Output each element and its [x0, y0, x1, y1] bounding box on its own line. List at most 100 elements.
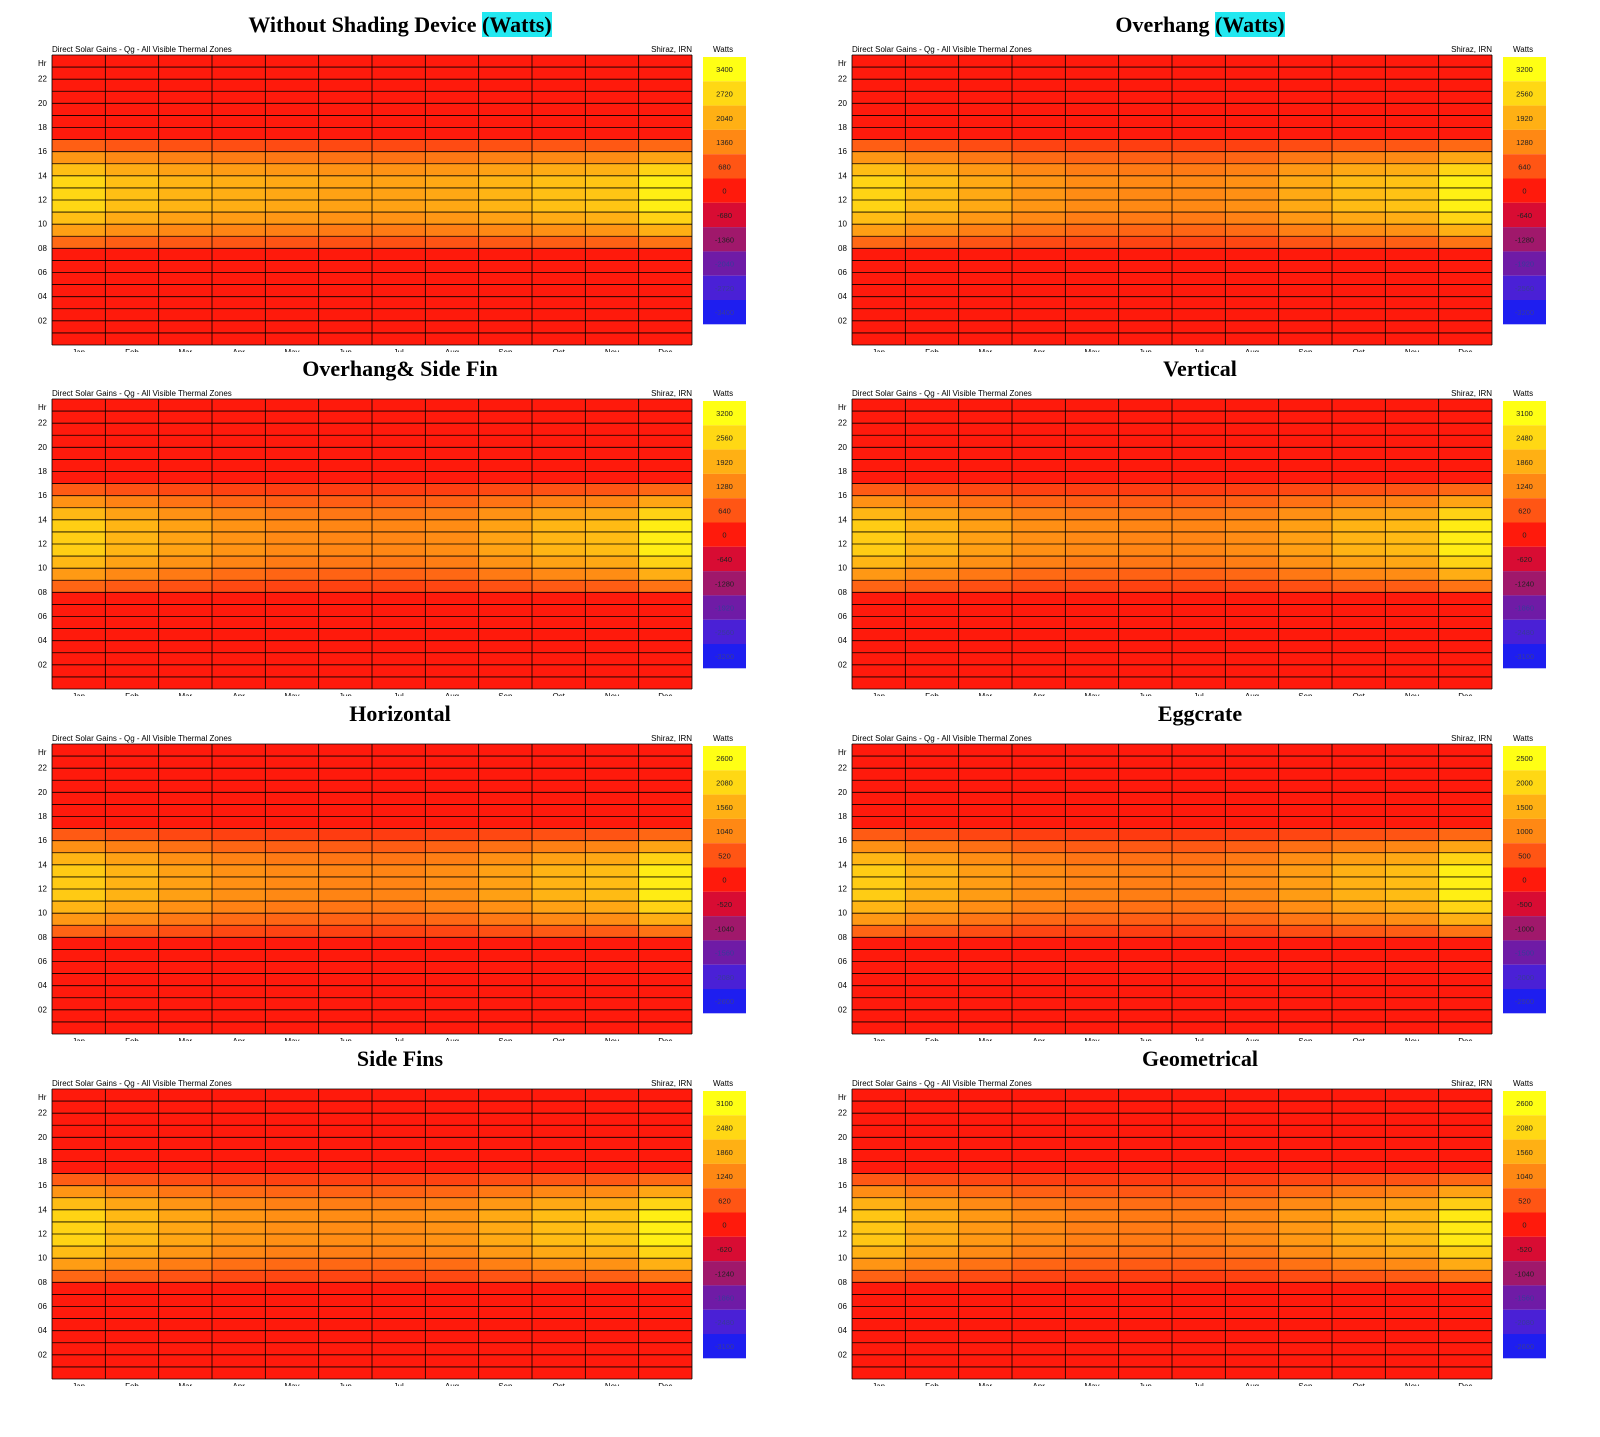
- heatmap-cell: [318, 664, 372, 677]
- heatmap-cell: [318, 103, 372, 116]
- heatmap-cell: [1332, 604, 1386, 617]
- heatmap-cell: [1065, 568, 1119, 581]
- heatmap-cell: [638, 332, 692, 345]
- heatmap-cell: [1012, 308, 1066, 321]
- legend-tick-label: -1280: [1515, 235, 1534, 244]
- heatmap-cell: [425, 1318, 479, 1331]
- y-tick-label: 20: [38, 443, 47, 452]
- heatmap-cell: [958, 664, 1012, 677]
- heatmap-cell: [158, 580, 212, 593]
- heatmap-cell: [958, 296, 1012, 309]
- x-tick-label: Nov: [1405, 348, 1419, 352]
- heatmap-cell: [478, 115, 532, 128]
- heatmap-cell: [52, 320, 106, 333]
- heatmap-cell: [1065, 1125, 1119, 1138]
- heatmap-cell: [478, 580, 532, 593]
- heatmap-cell: [265, 1009, 319, 1022]
- heatmap-cell: [905, 1234, 959, 1247]
- heatmap-cell: [52, 224, 106, 237]
- heatmap-cell: [958, 1185, 1012, 1198]
- heatmap-cell: [1012, 664, 1066, 677]
- heatmap-cell: [905, 495, 959, 508]
- heatmap-cell: [52, 937, 106, 950]
- heatmap-cell: [638, 507, 692, 520]
- heatmap-cell: [638, 804, 692, 817]
- heatmap-cell: [638, 652, 692, 665]
- heatmap-cell: [1385, 519, 1439, 532]
- heatmap-cell: [532, 1318, 586, 1331]
- heatmap-cell: [638, 604, 692, 617]
- legend-tick-label: -680: [717, 211, 732, 220]
- heatmap-cell: [1385, 568, 1439, 581]
- heatmap-cell: [1172, 284, 1226, 297]
- heatmap-cell: [585, 1021, 639, 1034]
- heatmap-cell: [585, 115, 639, 128]
- heatmap-cell: [1438, 616, 1492, 629]
- heatmap-cell: [1278, 1282, 1332, 1295]
- heatmap-cell: [478, 495, 532, 508]
- heatmap-cell: [532, 756, 586, 769]
- chart-title-text: Geometrical: [1141, 1046, 1259, 1071]
- heatmap-cell: [265, 1021, 319, 1034]
- heatmap-cell: [1332, 864, 1386, 877]
- heatmap-cell: [585, 864, 639, 877]
- y-tick-label: 18: [38, 123, 47, 132]
- heatmap-cell: [318, 224, 372, 237]
- heatmap-cell: [1278, 236, 1332, 249]
- heatmap-cell: [638, 308, 692, 321]
- heatmap-cell: [318, 816, 372, 829]
- heatmap-cell: [532, 1354, 586, 1367]
- chart-location: Shiraz, IRN: [1451, 734, 1492, 743]
- heatmap-cell: [105, 1366, 159, 1379]
- heatmap-cell: [212, 236, 266, 249]
- heatmap-cell: [532, 1270, 586, 1283]
- heatmap-cell: [585, 67, 639, 80]
- legend-swatch: [1503, 178, 1546, 203]
- heatmap-cell: [638, 756, 692, 769]
- heatmap-cell: [638, 212, 692, 225]
- heatmap-cell: [852, 640, 906, 653]
- heatmap-cell: [1065, 483, 1119, 496]
- legend-tick-label: -3200: [1515, 308, 1534, 317]
- heatmap-cell: [478, 423, 532, 436]
- heatmap-cell: [372, 320, 426, 333]
- heatmap-cell: [372, 459, 426, 472]
- legend-tick-label: -3100: [715, 1342, 734, 1351]
- heatmap-cell: [852, 664, 906, 677]
- y-tick-label: 08: [38, 588, 47, 597]
- heatmap-cell: [532, 320, 586, 333]
- y-tick-label: 20: [838, 443, 847, 452]
- y-tick-label: 10: [838, 909, 847, 918]
- heatmap-cell: [1332, 840, 1386, 853]
- heatmap-cell: [478, 1330, 532, 1343]
- heatmap-cell: [1065, 816, 1119, 829]
- heatmap-cell: [52, 332, 106, 345]
- heatmap-cell: [425, 1009, 479, 1022]
- legend-tick-label: -2480: [1515, 628, 1534, 637]
- heatmap-cell: [1118, 876, 1172, 889]
- heatmap-cell: [958, 139, 1012, 152]
- heatmap-cell: [1332, 495, 1386, 508]
- heatmap-cell: [425, 1234, 479, 1247]
- legend-swatch: [703, 818, 746, 844]
- legend-tick-label: 0: [1522, 187, 1526, 196]
- heatmap-cell: [105, 399, 159, 412]
- heatmap-cell: [265, 768, 319, 781]
- chart-location: Shiraz, IRN: [651, 1079, 692, 1088]
- heatmap-cell: [318, 864, 372, 877]
- heatmap-cell: [1438, 519, 1492, 532]
- legend-swatch: [703, 1309, 746, 1334]
- heatmap-cell: [1332, 1366, 1386, 1379]
- heatmap-cell: [265, 1258, 319, 1271]
- heatmap-cell: [158, 531, 212, 544]
- heatmap-cell: [958, 652, 1012, 665]
- heatmap-cell: [372, 640, 426, 653]
- y-tick-label: 06: [838, 1302, 847, 1311]
- heatmap-cell: [52, 804, 106, 817]
- heatmap-cell: [1385, 332, 1439, 345]
- heatmap-cell: [958, 1354, 1012, 1367]
- heatmap-cell: [52, 1089, 106, 1102]
- heatmap-cell: [532, 55, 586, 68]
- heatmap-cell: [1118, 1149, 1172, 1162]
- heatmap-cell: [372, 308, 426, 321]
